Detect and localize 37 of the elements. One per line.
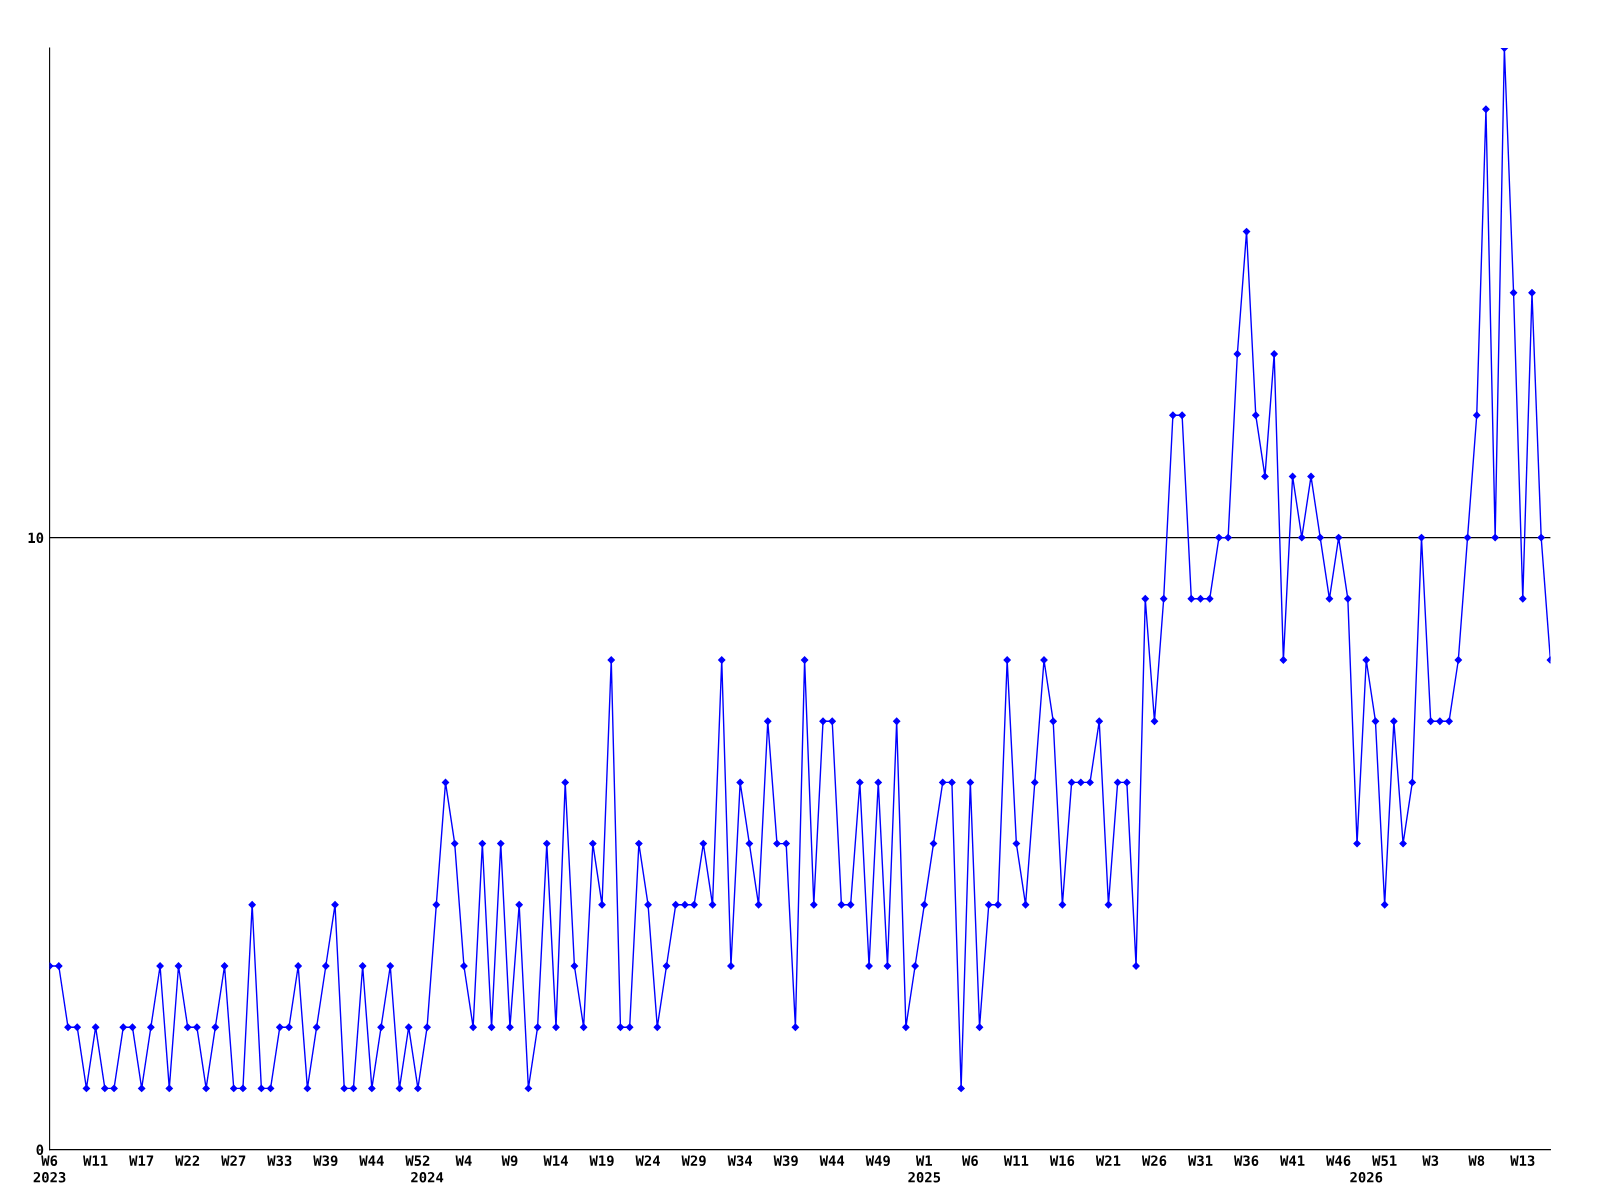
x-tick-label: W52 bbox=[405, 1155, 430, 1166]
x-tick-label: W46 bbox=[1326, 1155, 1351, 1166]
x-tick-label: W14 bbox=[543, 1155, 568, 1166]
x-tick-label: W9 bbox=[501, 1155, 518, 1166]
x-tick-label: W34 bbox=[727, 1155, 753, 1166]
x-tick-label: W51 bbox=[1372, 1155, 1397, 1166]
x-tick-label: W11 bbox=[83, 1155, 108, 1166]
x-tick-label: W16 bbox=[1049, 1155, 1075, 1166]
x-tick-label: W17 bbox=[129, 1155, 154, 1166]
y-tick-label: 0 bbox=[36, 1144, 44, 1156]
x-tick-label: W27 bbox=[221, 1155, 246, 1166]
x-tick-label: W39 bbox=[313, 1155, 338, 1166]
x-tick-label: W41 bbox=[1280, 1155, 1305, 1166]
x-tick-label: W6 2023 bbox=[33, 1155, 66, 1183]
x-tick-label: W44 bbox=[819, 1155, 845, 1166]
x-tick-label: W33 bbox=[267, 1155, 292, 1166]
x-tick-label: W49 bbox=[865, 1155, 890, 1166]
x-tick-label: W13 bbox=[1510, 1155, 1535, 1166]
x-tick-label: 2024 bbox=[411, 1172, 444, 1183]
x-tick-label: W39 bbox=[773, 1155, 798, 1166]
x-tick-label: W21 bbox=[1095, 1155, 1121, 1166]
x-tick-label: W19 bbox=[589, 1155, 614, 1166]
x-tick-label: W44 bbox=[359, 1155, 384, 1166]
x-tick-label: W31 bbox=[1187, 1155, 1213, 1166]
x-tick-label: W26 bbox=[1141, 1155, 1167, 1166]
y-tick-label: 10 bbox=[28, 532, 44, 544]
x-tick-label: W29 bbox=[681, 1155, 706, 1166]
x-tick-label: W8 bbox=[1468, 1155, 1485, 1166]
x-tick-label: W6 bbox=[961, 1155, 978, 1166]
x-tick-label: W11 bbox=[1003, 1155, 1029, 1166]
x-tick-label: 2026 bbox=[1350, 1172, 1383, 1183]
x-tick-label: W24 bbox=[635, 1155, 660, 1166]
x-tick-label: W22 bbox=[175, 1155, 200, 1166]
x-tick-label: W3 bbox=[1422, 1155, 1439, 1166]
x-tick-label: W4 bbox=[455, 1155, 472, 1166]
x-tick-label: W1 2025 bbox=[908, 1155, 941, 1183]
x-tick-label: W36 bbox=[1234, 1155, 1259, 1166]
